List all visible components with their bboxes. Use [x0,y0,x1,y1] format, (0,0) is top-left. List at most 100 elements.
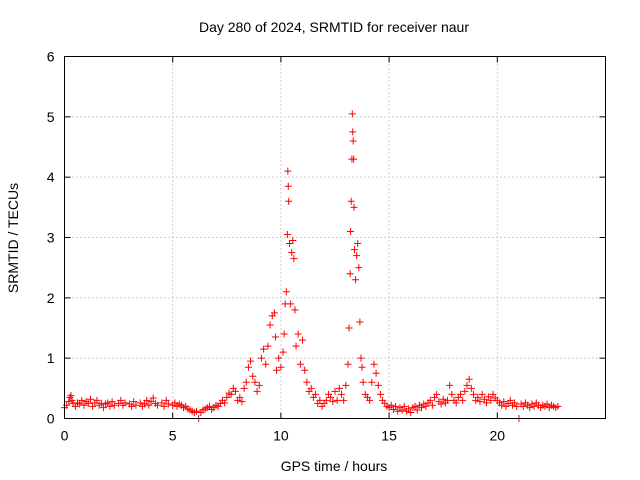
data-point [448,390,456,398]
data-point [357,354,365,362]
data-point [354,240,362,248]
data-point [452,399,460,407]
data-point [296,360,304,368]
data-point [93,396,101,404]
data-point [76,400,84,408]
data-point [283,230,291,238]
data-point [221,399,229,407]
data-point [352,276,360,284]
data-point [89,402,97,410]
data-points [61,110,562,422]
data-point [71,402,79,410]
y-tick-label: 6 [47,49,55,65]
data-point [340,396,348,404]
chart-title: Day 280 of 2024, SRMTID for receiver nau… [199,19,469,35]
data-point [500,398,508,406]
data-point [104,399,112,407]
data-point [231,387,239,395]
y-axis-label: SRMTID / TECUs [5,183,21,293]
data-point [465,375,473,383]
data-point [136,399,144,407]
data-point [294,330,302,338]
data-point [280,330,288,338]
data-point [400,402,408,410]
y-tick-label: 5 [47,109,55,125]
data-point [329,398,337,406]
plot-frame [64,56,606,419]
data-point [489,390,497,398]
data-point [350,203,358,211]
data-point [358,363,366,371]
y-tick-label: 4 [47,169,55,185]
x-tick-label: 5 [169,428,177,444]
data-point [110,401,118,409]
data-point [457,390,465,398]
data-point [266,321,274,329]
data-point [543,400,551,408]
data-point [270,309,278,317]
data-point [149,394,157,402]
data-point [238,398,246,406]
data-point [147,398,155,406]
data-point [482,399,490,407]
data-point [227,390,235,398]
data-point [171,399,179,407]
y-tick-label: 1 [47,350,55,366]
data-point [513,402,521,410]
data-point [413,406,421,414]
data-point [459,396,467,404]
data-point [337,390,345,398]
data-point [80,401,88,409]
data-point [526,404,534,412]
data-point [368,378,376,386]
data-point [240,384,248,392]
data-point [461,387,469,395]
data-point [99,404,107,412]
data-point [145,401,153,409]
data-point [273,366,281,374]
data-point [299,336,307,344]
data-point [485,393,493,401]
x-tick-label: 0 [61,428,69,444]
data-point [478,390,486,398]
data-point [316,396,324,404]
data-point [249,372,257,380]
data-point [372,369,380,377]
x-tick-label: 15 [381,428,397,444]
data-point [312,390,320,398]
data-point [292,342,300,350]
data-point [262,360,270,368]
data-point [236,393,244,401]
data-point [359,378,367,386]
data-point [370,360,378,368]
data-point [242,378,250,386]
data-point [335,384,343,392]
data-point [65,398,73,406]
data-point [347,227,355,235]
data-point [349,128,357,136]
data-point [287,300,295,308]
data-point [247,357,255,365]
data-point [141,400,149,408]
data-point [78,396,86,404]
data-point [290,255,298,263]
data-point [398,406,406,414]
data-point [277,363,285,371]
data-point [467,384,475,392]
data-point [285,197,293,205]
data-point [303,378,311,386]
data-point [498,401,506,409]
data-point [130,398,138,406]
data-point [327,393,335,401]
data-point [289,237,297,245]
data-point [554,402,562,410]
data-point [355,264,363,272]
data-point [251,378,259,386]
data-point [284,182,292,190]
data-point [193,407,201,415]
data-point [301,366,309,374]
data-point [374,381,382,389]
data-point [106,402,114,410]
data-point [476,398,484,406]
data-point [271,333,279,341]
